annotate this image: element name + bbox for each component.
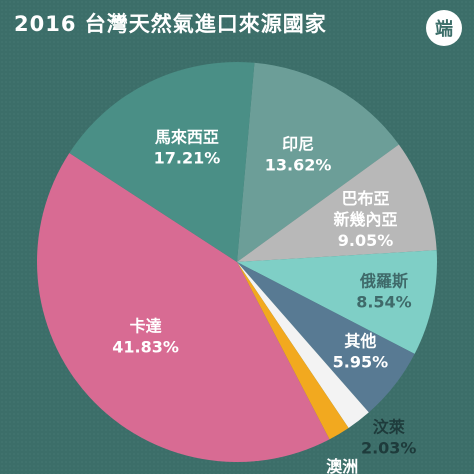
slice-name-label: 新幾內亞	[334, 210, 398, 229]
slice-value-label: 41.83%	[112, 337, 179, 356]
pie-slice	[237, 262, 349, 440]
slice-name-label: 澳洲	[326, 457, 358, 474]
pie-slice	[237, 262, 415, 413]
slice-value-label: 9.05%	[338, 231, 394, 250]
pie-slice	[37, 152, 330, 462]
slice-name-label: 馬來西亞	[155, 127, 219, 146]
chart-title: 2016 台灣天然氣進口來源國家	[14, 12, 327, 36]
slice-name-label: 印尼	[282, 135, 314, 154]
logo-text: 端	[435, 19, 453, 40]
slice-value-label: 2.03%	[361, 439, 417, 458]
slice-name-label: 其他	[344, 331, 376, 350]
slice-name-label: 俄羅斯	[359, 272, 408, 291]
pie-slice	[237, 62, 399, 262]
slice-name-label: 汶萊	[373, 418, 406, 437]
slice-name-label: 巴布亞	[342, 189, 390, 208]
logo-icon: 端	[426, 10, 462, 46]
pie-slice	[237, 250, 437, 354]
slice-value-label: 5.95%	[333, 352, 389, 371]
slice-name-label: 卡達	[130, 316, 162, 335]
pie-slice	[237, 144, 437, 262]
slice-value-label: 13.62%	[265, 156, 332, 175]
slice-value-label: 8.54%	[356, 293, 412, 312]
pie-slice	[237, 262, 369, 428]
slice-value-label: 17.21%	[154, 148, 221, 167]
pie-slice	[69, 61, 255, 262]
